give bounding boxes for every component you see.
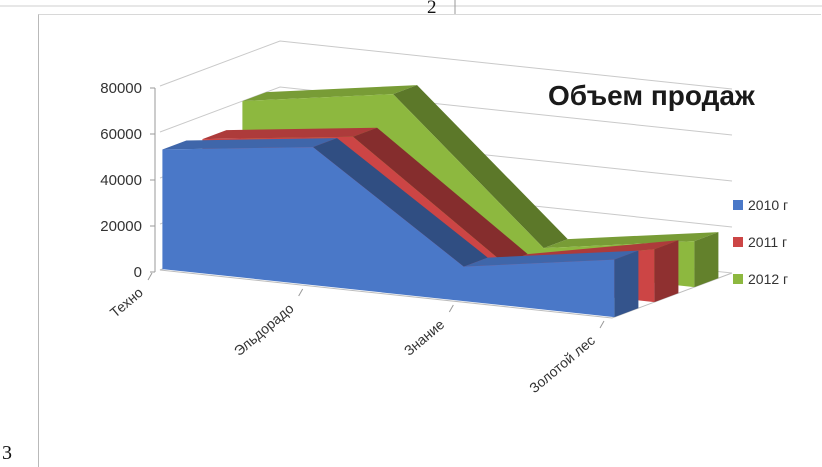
series-top-strip (313, 138, 488, 267)
series-front-face (162, 147, 615, 318)
y-tick-label: 0 (134, 264, 142, 281)
y-tick-label: 60000 (100, 126, 142, 143)
figure-number: 3 (2, 442, 12, 464)
x-category-label: Техно (107, 284, 146, 321)
series-end-cap (654, 240, 679, 303)
series-2010-г (162, 138, 639, 318)
x-category-label: Золотой лес (526, 332, 598, 396)
x-tick-mark (599, 320, 605, 329)
page-number: 2 (427, 0, 437, 18)
x-category-label: Знание (401, 316, 448, 359)
series-top-strip (162, 138, 338, 150)
x-tick-mark (147, 272, 153, 281)
series-top-strip (202, 127, 378, 140)
y-tick-label: 40000 (100, 172, 142, 189)
series-top-strip (463, 250, 639, 267)
legend-swatch-2012 (733, 273, 743, 284)
gridline (159, 40, 733, 90)
chart-legend: 2010 г 2011 г 2012 г (733, 186, 821, 297)
legend-swatch-2010 (733, 199, 743, 210)
series-top-strip (242, 85, 418, 102)
gridline (159, 86, 733, 136)
x-tick-mark (448, 304, 454, 313)
series-top-strip (543, 232, 719, 249)
chart-title: Объем продаж (548, 80, 755, 111)
y-tick-label: 20000 (100, 218, 142, 235)
y-tick-label: 80000 (100, 80, 142, 97)
series-end-cap (694, 232, 719, 288)
page-frame-top (0, 0, 822, 16)
x-tick-mark (298, 288, 304, 297)
legend-label-2011: 2011 г (748, 233, 788, 250)
series-top-strip (353, 127, 528, 264)
series-end-cap (614, 250, 639, 318)
legend-label-2010: 2010 г (748, 196, 789, 213)
x-category-label: Эльдорадо (231, 300, 297, 359)
series-top-strip (393, 85, 568, 249)
legend-swatch-2011 (733, 236, 743, 247)
legend-item-2011: 2011 г (733, 223, 821, 260)
legend-item-2012: 2012 г (733, 260, 821, 297)
legend-item-2010: 2010 г (733, 186, 821, 223)
legend-label-2012: 2012 г (748, 270, 789, 287)
